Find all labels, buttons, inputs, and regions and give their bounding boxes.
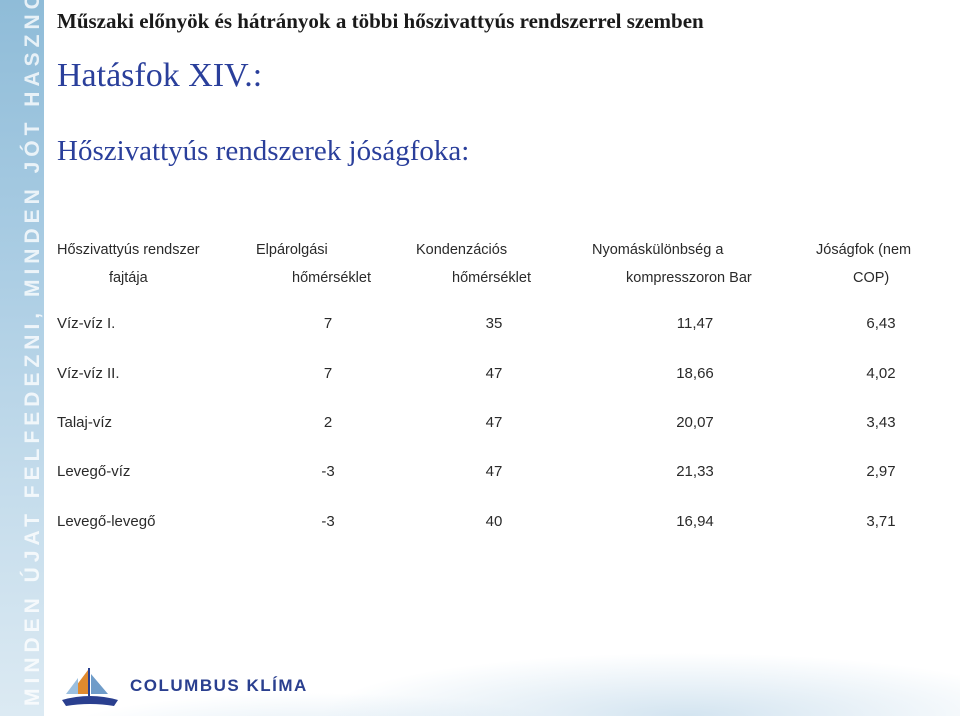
header-pressure-difference: Nyomáskülönbség a kompresszoron Bar <box>592 242 752 286</box>
row-value: 3,43 <box>866 414 896 431</box>
row-value: 47 <box>485 414 503 431</box>
side-decorative-strip: MINDEN ÚJAT FELFEDEZNI, MINDEN JÓT HASZN… <box>0 0 44 716</box>
row-system-name: Talaj-víz <box>57 414 113 431</box>
side-slogan: MINDEN ÚJAT FELFEDEZNI, MINDEN JÓT HASZN… <box>21 0 44 706</box>
header-system-type: Hőszivattyús rendszer fajtája <box>57 242 200 286</box>
row-value: 6,43 <box>866 315 896 332</box>
water-background <box>44 526 960 716</box>
row-system-name: Víz-víz II. <box>57 365 120 382</box>
row-value: 35 <box>485 315 503 332</box>
row-system-name: Levegő-víz <box>57 463 131 480</box>
logo-text: COLUMBUS KLÍMA <box>130 676 308 695</box>
header-condensation-temp: Kondenzációs hőmérséklet <box>416 242 531 286</box>
row-value: 2 <box>323 414 333 431</box>
row-value: 2,97 <box>866 463 896 480</box>
row-system-name: Levegő-levegő <box>57 513 156 530</box>
row-value: 47 <box>485 463 503 480</box>
row-value: 21,33 <box>676 463 714 480</box>
row-value: 40 <box>485 513 503 530</box>
row-value: 18,66 <box>676 365 714 382</box>
header-evaporation-temp: Elpárolgási hőmérséklet <box>256 242 371 286</box>
header-cop: Jóságfok (nem COP) <box>816 242 912 286</box>
row-value: 7 <box>323 315 333 332</box>
row-value: 47 <box>485 365 503 382</box>
slide-subtitle: Műszaki előnyök és hátrányok a többi hős… <box>57 9 704 33</box>
row-value: 20,07 <box>676 414 714 431</box>
row-value: -3 <box>321 463 335 480</box>
section-title: Hatásfok XIV.: <box>57 57 263 94</box>
row-value: 7 <box>323 365 333 382</box>
row-system-name: Víz-víz I. <box>57 315 116 332</box>
row-value: -3 <box>321 513 335 530</box>
row-value: 16,94 <box>676 513 714 530</box>
row-value: 3,71 <box>866 513 896 530</box>
row-value: 4,02 <box>866 365 896 382</box>
columbus-klima-logo: COLUMBUS KLÍMA <box>58 664 308 708</box>
row-value: 11,47 <box>676 315 714 332</box>
ship-logo-icon <box>62 668 118 706</box>
slide-heading: Hőszivattyús rendszerek jóságfoka: <box>57 135 470 167</box>
